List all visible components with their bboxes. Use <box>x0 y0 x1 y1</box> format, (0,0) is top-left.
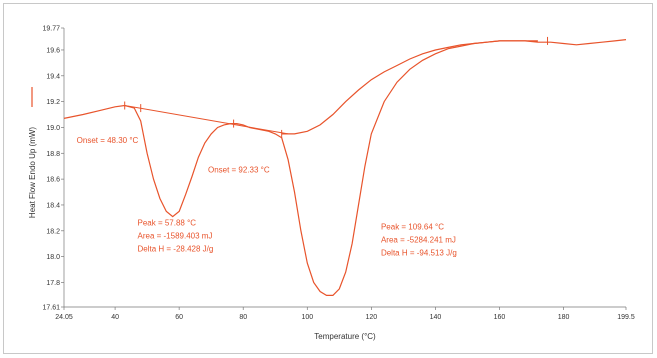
y-tick-label: 19.6 <box>46 47 60 54</box>
x-ticks: 24.05 40 60 80 100 120 140 160 180 199.5 <box>55 307 635 321</box>
x-tick-label: 60 <box>175 314 183 321</box>
x-tick-label: 80 <box>239 314 247 321</box>
annotation-label: Delta H = -28.428 J/g <box>138 244 214 253</box>
y-tick-label: 17.61 <box>42 305 60 312</box>
markers <box>124 36 549 138</box>
y-tick-label: 18.4 <box>46 202 60 209</box>
y-tick-label: 19.2 <box>46 99 60 106</box>
annotation-label: Onset = 92.33 °C <box>208 166 270 175</box>
y-ticks: 17.61 17.8 18.0 18.2 18.4 18.6 18.8 19.0 19.2 19.… <box>42 26 64 312</box>
y-tick-label: 17.8 <box>46 280 60 287</box>
y-tick-label: 18.6 <box>46 177 60 184</box>
annotation-label: Peak = 57.88 °C <box>138 219 197 228</box>
x-tick-label: 160 <box>494 314 506 321</box>
annotations: Onset = 48.30 °C Onset = 92.33 °C Peak = 5… <box>77 136 457 257</box>
annotation-label: Area = -1589.403 mJ <box>138 232 213 241</box>
x-tick-label: 199.5 <box>617 314 635 321</box>
x-tick-label: 180 <box>558 314 570 321</box>
plot-area: 24.05 40 60 80 100 120 140 160 180 199.5 17.6117.… <box>42 26 634 322</box>
y-tick-label: 19.4 <box>46 73 60 80</box>
annotation-label: Delta H = -94.513 J/g <box>381 248 457 257</box>
x-tick-label: 100 <box>301 314 313 321</box>
annotation-label: Onset = 48.30 °C <box>77 136 139 145</box>
annotation-label: Area = -5284.241 mJ <box>381 235 456 244</box>
x-tick-label: 140 <box>430 314 442 321</box>
x-axis-label: Temperature (°C) <box>314 332 376 341</box>
series-line <box>63 39 627 296</box>
y-tick-label: 18.0 <box>46 254 60 261</box>
y-tick-label: 18.2 <box>46 228 60 235</box>
y-tick-label: 18.8 <box>46 151 60 158</box>
x-tick-label: 24.05 <box>55 314 73 321</box>
x-tick-label: 120 <box>366 314 378 321</box>
annotation-label: Peak = 109.64 °C <box>381 223 444 232</box>
y-tick-label: 19.77 <box>42 26 60 33</box>
x-tick-label: 40 <box>111 314 119 321</box>
y-axis-label: Heat Flow Endo Up (mW) <box>28 127 37 218</box>
y-tick-label: 19.0 <box>46 125 60 132</box>
return-curve-line <box>281 40 538 135</box>
